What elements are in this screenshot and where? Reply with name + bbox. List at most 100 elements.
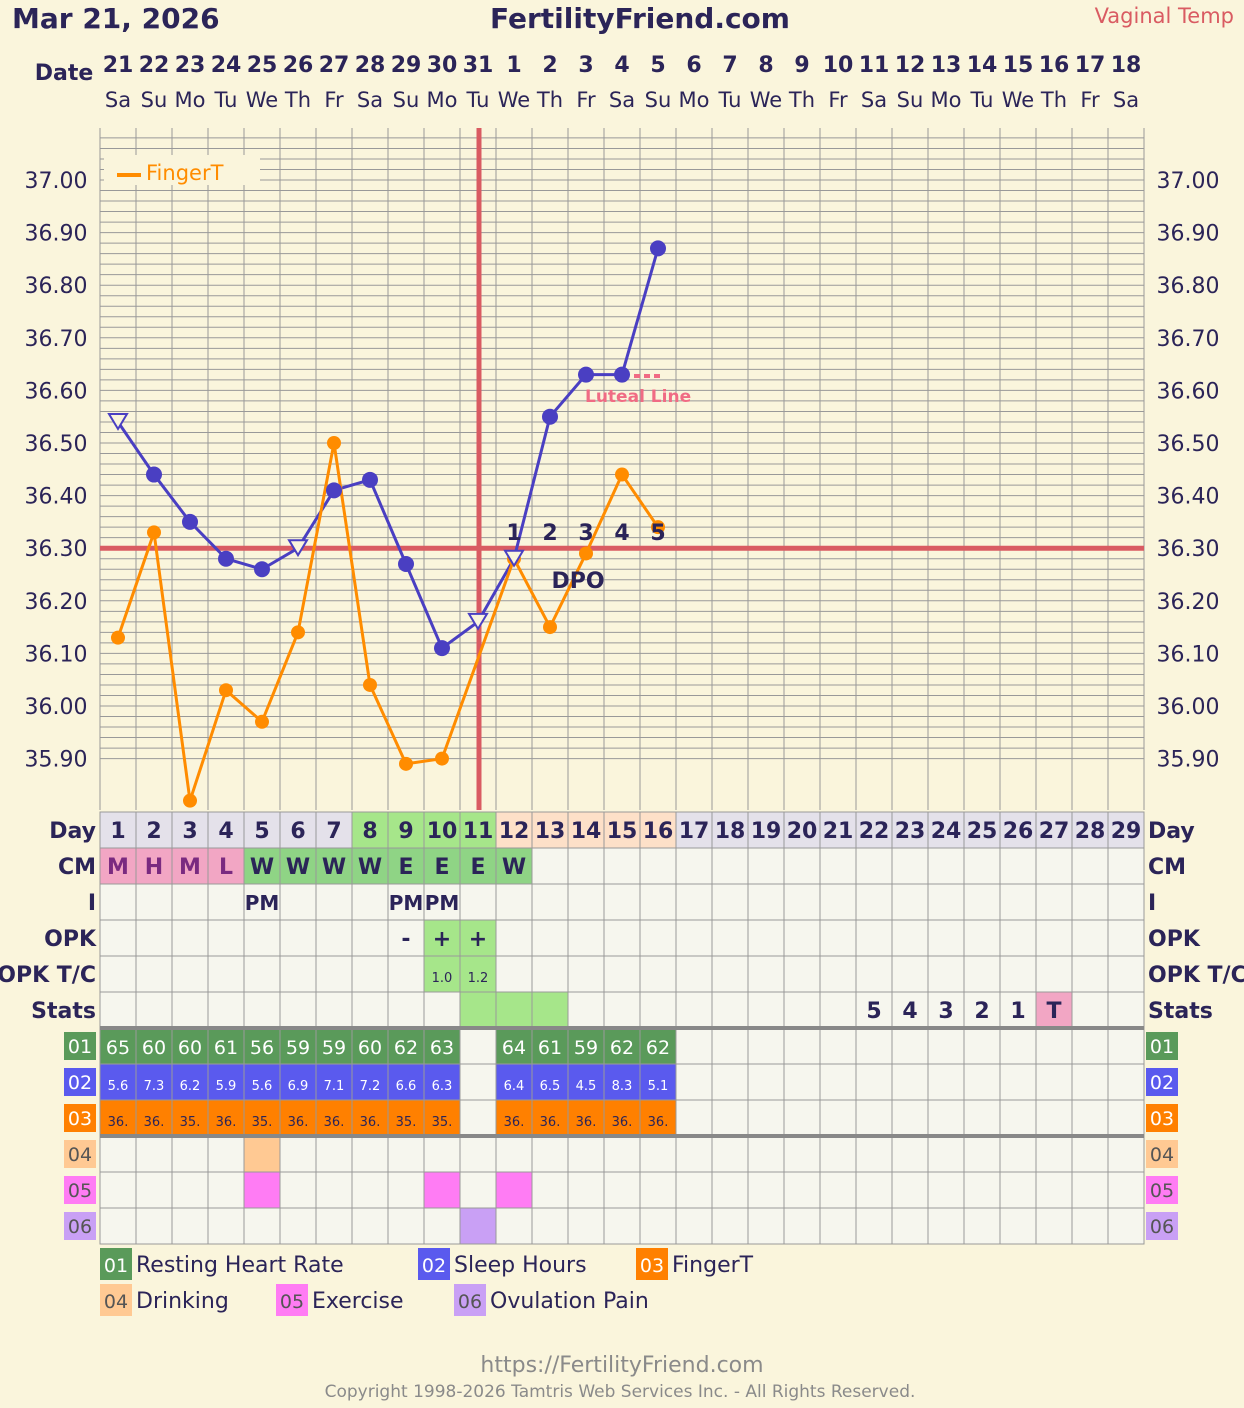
fingert-point: [219, 683, 233, 698]
y-tick-label-left: 36.90: [25, 222, 88, 247]
code-box-label-left: 06: [68, 1216, 92, 1238]
table-cell: [135, 919, 173, 957]
table-cell: [891, 883, 929, 921]
table-cell: [963, 847, 1001, 885]
table-cell: [639, 991, 677, 1029]
table-cell: [855, 1207, 893, 1245]
table-cell: [819, 1207, 857, 1245]
opktc-cell: [459, 955, 497, 993]
date-number: 30: [427, 53, 458, 78]
table-cell: [459, 1171, 497, 1209]
code-box-label-right: 02: [1150, 1072, 1174, 1094]
table-cell: [927, 1027, 965, 1065]
table-cell: [711, 1171, 749, 1209]
fingert-point: [399, 756, 413, 771]
day-number: 14: [571, 819, 602, 844]
table-cell: [603, 1171, 641, 1209]
table-cell: [243, 1207, 281, 1245]
luteal-line-label: Luteal Line: [585, 387, 691, 407]
table-cell: [1107, 919, 1145, 957]
fingert-value: 35.: [180, 1115, 201, 1130]
fingert-cell: [387, 1099, 425, 1137]
fingert-value: 36.: [504, 1115, 525, 1130]
table-cell: [279, 1135, 317, 1173]
table-cell: [135, 1207, 173, 1245]
row-label-left: Stats: [31, 999, 96, 1024]
table-cell: [891, 1135, 929, 1173]
table-cell: [999, 919, 1037, 957]
table-cell: [279, 919, 317, 957]
table-cell: [927, 1063, 965, 1101]
table-cell: [963, 991, 1001, 1029]
table-cell: [171, 883, 209, 921]
temp-point: [146, 466, 162, 483]
fingert-value: 35.: [432, 1115, 453, 1130]
day-cell: [1071, 811, 1109, 849]
y-tick-label-right: 36.50: [1157, 432, 1220, 457]
date-number: 31: [463, 53, 494, 78]
chart-date: Mar 21, 2026: [12, 2, 220, 35]
opk-cell: [459, 919, 497, 957]
day-number: 23: [895, 819, 926, 844]
day-cell: [675, 811, 713, 849]
weekday-label: Su: [393, 88, 420, 112]
fingert-point: [111, 630, 125, 645]
heart-rate-cell: [387, 1027, 425, 1065]
weekday-label: Sa: [105, 88, 131, 112]
date-number: 8: [758, 53, 773, 78]
heart-rate-cell: [567, 1027, 605, 1065]
day-number: 18: [715, 819, 746, 844]
row-label-right: I: [1148, 891, 1156, 916]
intercourse-value: PM: [425, 891, 460, 915]
date-number: 3: [578, 53, 593, 78]
date-number: 17: [1075, 53, 1106, 78]
day-number: 12: [499, 819, 530, 844]
code-box-left: [64, 1032, 96, 1060]
table-cell: [639, 1171, 677, 1209]
table-cell: [747, 1171, 785, 1209]
day-number: 19: [751, 819, 782, 844]
legend-code: 04: [104, 1291, 128, 1313]
fingert-point: [147, 525, 161, 540]
date-number: 28: [355, 53, 386, 78]
y-tick-label-right: 35.90: [1157, 748, 1220, 773]
opk-value: -: [401, 927, 410, 952]
sleep-hours-cell: [387, 1063, 425, 1101]
table-cell: [243, 955, 281, 993]
table-cell: [927, 847, 965, 885]
y-tick-label-left: 36.30: [25, 537, 88, 562]
weekday-label: Mo: [427, 88, 458, 112]
table-cell: [1035, 919, 1073, 957]
table-cell: [171, 1135, 209, 1173]
fingert-cell: [567, 1099, 605, 1137]
table-cell: [963, 919, 1001, 957]
table-cell: [747, 883, 785, 921]
fingert-point: [435, 751, 449, 766]
temp-point: [614, 366, 630, 383]
sleep-hours-cell: [423, 1063, 461, 1101]
table-cell: [819, 919, 857, 957]
table-cell: [1071, 991, 1109, 1029]
legend-swatch: [100, 1284, 132, 1316]
table-cell: [387, 991, 425, 1029]
table-cell: [747, 1063, 785, 1101]
weekday-label: Th: [536, 88, 563, 112]
day-number: 6: [290, 819, 305, 844]
sleep-hours-value: 8.3: [612, 1079, 633, 1094]
dpo-number: 2: [542, 521, 557, 546]
cm-value: W: [502, 855, 526, 880]
weekday-label: Th: [788, 88, 815, 112]
row-label-right: Stats: [1148, 999, 1213, 1024]
table-cell: [783, 955, 821, 993]
table-cell: [531, 919, 569, 957]
day-number: 1: [110, 819, 125, 844]
heart-rate-cell: [279, 1027, 317, 1065]
table-cell: [351, 1135, 389, 1173]
fingert-value: 35.: [396, 1115, 417, 1130]
fingert-value: 36.: [288, 1115, 309, 1130]
table-cell: [999, 847, 1037, 885]
table-cell: [495, 1207, 533, 1245]
series-legend-box: [104, 155, 260, 185]
table-cell: [495, 1135, 533, 1173]
heart-rate-value: 59: [574, 1037, 598, 1059]
